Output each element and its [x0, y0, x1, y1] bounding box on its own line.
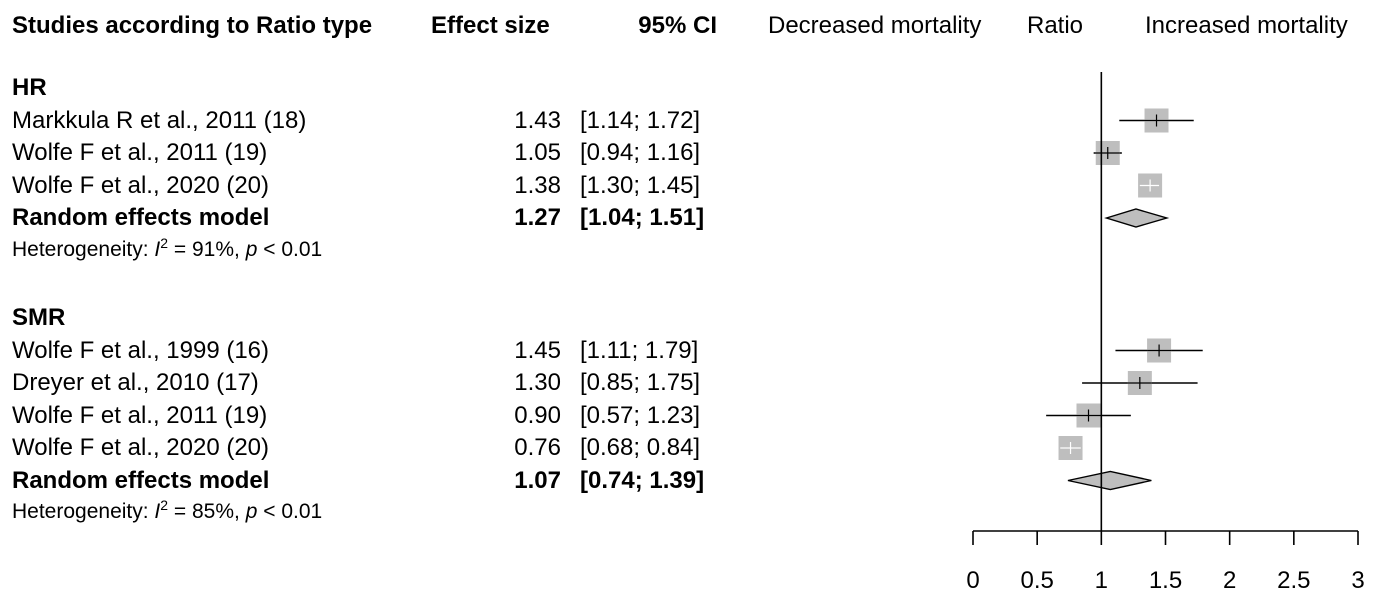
study-ci: [1.11; 1.79]: [580, 336, 699, 364]
study-effect-size: 1.43: [514, 106, 561, 134]
pooled-diamond: [1104, 208, 1170, 228]
study-ci: [0.57; 1.23]: [580, 401, 701, 429]
ci-column-header: 95% CI: [638, 12, 717, 39]
x-tick-label: 0: [966, 567, 979, 592]
heterogeneity-part: Heterogeneity:: [12, 237, 155, 261]
x-tick-label: 2.5: [1277, 567, 1310, 592]
decreased-mortality-label: Decreased mortality: [768, 12, 982, 39]
study-name: Wolfe F et al., 2011 (19): [12, 401, 268, 429]
study-effect-size: 1.05: [514, 139, 561, 166]
pooled-effect-size: 1.27: [514, 204, 561, 231]
effect-size-column-header: Effect size: [431, 12, 550, 39]
pooled-name: Random effects model: [12, 204, 270, 231]
heterogeneity-part: I: [154, 237, 161, 261]
heterogeneity-part: = 91%,: [168, 237, 246, 261]
group-label-smr: SMR: [12, 304, 66, 331]
pooled-ci: [0.74; 1.39]: [580, 466, 705, 494]
study-effect-size: 0.90: [514, 401, 561, 429]
heterogeneity-part: 2: [160, 497, 169, 513]
heterogeneity-part: = 85%,: [168, 500, 246, 523]
study-name: Wolfe F et al., 2020 (20): [12, 171, 270, 199]
study-effect-size: 1.45: [514, 336, 561, 364]
study-ci: [0.85; 1.75]: [580, 369, 701, 396]
study-name: Wolfe F et al., 1999 (16): [12, 336, 270, 364]
heterogeneity-text: Heterogeneity: I2 = 85%, p < 0.01: [12, 497, 323, 525]
study-ci: [0.94; 1.16]: [580, 139, 701, 166]
study-name: Dreyer et al., 2010 (17): [12, 369, 259, 396]
ratio-label: Ratio: [1027, 12, 1084, 39]
heterogeneity-part: p: [245, 500, 258, 523]
heterogeneity-part: Heterogeneity:: [12, 500, 155, 523]
heterogeneity-part: I: [154, 500, 161, 523]
study-name: Markkula R et al., 2011 (18): [12, 106, 307, 134]
study-effect-size: 0.76: [514, 434, 561, 461]
study-name: Wolfe F et al., 2011 (19): [12, 139, 268, 166]
heterogeneity-text: Heterogeneity: I2 = 91%, p < 0.01: [12, 234, 323, 263]
increased-mortality-label: Increased mortality: [1145, 12, 1348, 39]
x-tick-label: 2: [1223, 567, 1236, 592]
study-effect-size: 1.30: [514, 369, 561, 396]
study-ci: [1.30; 1.45]: [580, 171, 701, 199]
x-tick-label: 1: [1095, 567, 1108, 592]
pooled-name: Random effects model: [12, 466, 270, 494]
heterogeneity-part: p: [245, 237, 258, 261]
study-ci: [0.68; 0.84]: [580, 434, 701, 461]
pooled-effect-size: 1.07: [514, 466, 561, 494]
heterogeneity-part: 2: [160, 234, 169, 251]
study-ci: [1.14; 1.72]: [580, 106, 701, 134]
study-column-header: Studies according to Ratio type: [12, 12, 373, 39]
x-tick-label: 0.5: [1020, 567, 1053, 592]
x-tick-label: 1.5: [1149, 567, 1182, 592]
heterogeneity-part: < 0.01: [257, 500, 323, 523]
study-effect-size: 1.38: [514, 171, 561, 199]
x-tick-label: 3: [1351, 567, 1364, 592]
study-name: Wolfe F et al., 2020 (20): [12, 434, 270, 461]
pooled-ci: [1.04; 1.51]: [580, 204, 705, 231]
pooled-diamond: [1067, 470, 1152, 491]
heterogeneity-part: < 0.01: [257, 237, 323, 261]
group-label-hr: HR: [12, 74, 47, 101]
